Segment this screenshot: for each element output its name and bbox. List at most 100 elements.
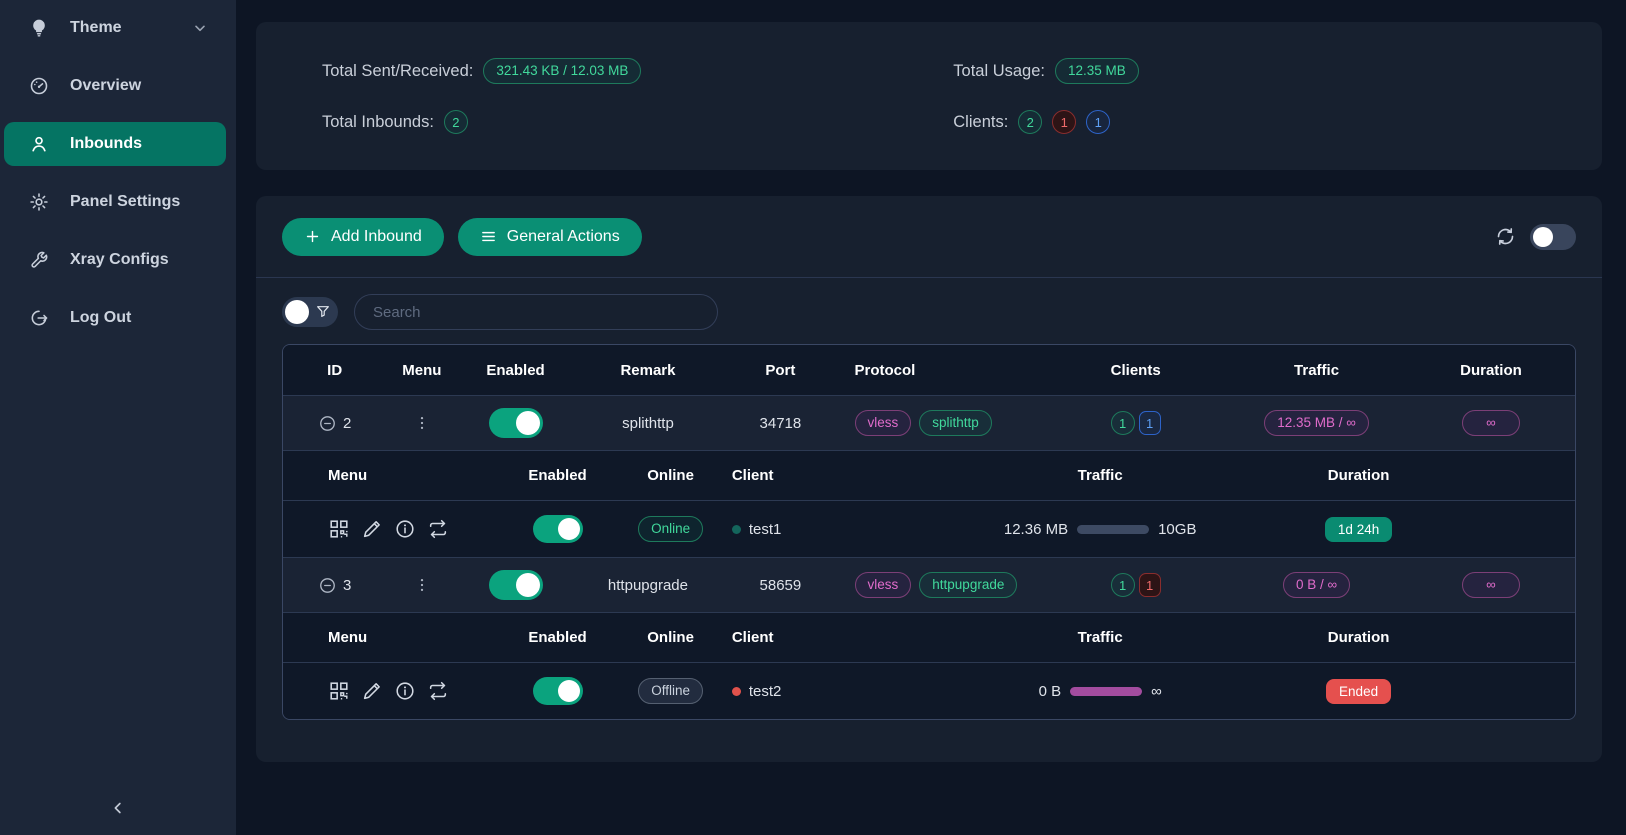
- chevron-left-icon: [109, 799, 127, 817]
- total-inbounds-badge: 2: [443, 110, 468, 135]
- sub-col-client: Client: [731, 629, 774, 646]
- collapse-row-button[interactable]: [318, 414, 337, 433]
- qr-code-icon[interactable]: [328, 680, 350, 702]
- sub-col-traffic: Traffic: [1077, 629, 1123, 646]
- col-header-traffic: Traffic: [1294, 361, 1340, 379]
- collapse-row-button[interactable]: [318, 576, 337, 595]
- filter-funnel-icon: [315, 304, 331, 320]
- sidebar-item-inbounds[interactable]: Inbounds: [4, 122, 226, 166]
- logout-icon: [28, 308, 50, 328]
- sub-col-duration: Duration: [1327, 467, 1390, 484]
- clients-total-badge: 2: [1018, 110, 1043, 135]
- traffic-total: ∞: [1151, 682, 1162, 700]
- client-status-dot: [731, 524, 741, 534]
- stat-total-inbounds: Total Inbounds: 2: [322, 110, 953, 135]
- inbounds-card: Add Inbound General Actions: [256, 196, 1602, 762]
- traffic-progress-bar: [1070, 686, 1143, 696]
- inbound-id: 3: [343, 576, 352, 594]
- inbound-duration-badge: ∞: [1461, 571, 1520, 599]
- clients-count-badge: 1: [1110, 573, 1135, 597]
- inbound-id: 2: [343, 414, 352, 432]
- edit-icon[interactable]: [361, 680, 383, 702]
- total-usage-badge: 12.35 MB: [1054, 57, 1139, 85]
- sidebar-item-label: Inbounds: [70, 135, 142, 152]
- info-icon[interactable]: [394, 680, 416, 702]
- sidebar-collapse-button[interactable]: [0, 799, 236, 817]
- col-header-protocol: Protocol: [854, 361, 916, 379]
- sidebar-item-label: Panel Settings: [70, 193, 181, 210]
- client-row: Online test1 12.36 MB 10GB 1d 24h: [283, 500, 1575, 557]
- sidebar: Theme Overview Inbounds Panel Settings X…: [0, 0, 236, 835]
- stat-total-usage: Total Usage: 12.35 MB: [953, 57, 1536, 85]
- stat-total-sent-received: Total Sent/Received: 321.43 KB / 12.03 M…: [322, 57, 953, 85]
- clients-deactive-badge: 1: [1052, 110, 1077, 135]
- protocol-badge: vless: [854, 409, 912, 437]
- info-icon[interactable]: [394, 518, 416, 540]
- col-header-id: ID: [327, 361, 343, 379]
- wrench-icon: [28, 250, 50, 270]
- search-input[interactable]: [354, 294, 718, 330]
- bulb-icon: [28, 18, 50, 38]
- protocol-badge: vless: [854, 571, 912, 599]
- sidebar-item-label: Xray Configs: [70, 251, 169, 268]
- inbound-enabled-toggle[interactable]: [488, 408, 543, 438]
- inbound-enabled-toggle[interactable]: [488, 570, 543, 600]
- inbound-duration-badge: ∞: [1461, 409, 1520, 437]
- inbound-remark: httpupgrade: [607, 576, 688, 594]
- stat-label: Total Usage:: [953, 61, 1045, 80]
- sidebar-item-theme[interactable]: Theme: [4, 6, 226, 50]
- client-enabled-toggle[interactable]: [532, 677, 583, 705]
- clients-online-badge: 1: [1138, 411, 1161, 435]
- col-header-remark: Remark: [620, 361, 676, 379]
- sidebar-item-logout[interactable]: Log Out: [4, 296, 226, 340]
- refresh-icon[interactable]: [1495, 226, 1516, 247]
- transport-badge: httpupgrade: [919, 571, 1018, 599]
- main-content: Total Sent/Received: 321.43 KB / 12.03 M…: [236, 0, 1626, 835]
- reset-traffic-icon[interactable]: [427, 518, 449, 540]
- sub-col-traffic: Traffic: [1077, 467, 1123, 484]
- sidebar-item-xray-configs[interactable]: Xray Configs: [4, 238, 226, 282]
- stat-label: Total Inbounds:: [322, 112, 434, 131]
- inbounds-toolbar: Add Inbound General Actions: [256, 196, 1602, 278]
- sub-col-menu: Menu: [328, 629, 368, 646]
- sidebar-item-label: Log Out: [70, 309, 132, 326]
- plus-icon: [304, 228, 321, 245]
- clients-deactive-badge: 1: [1138, 573, 1161, 597]
- edit-icon[interactable]: [361, 518, 383, 540]
- client-table-header-row: Menu Enabled Online Client Traffic Durat…: [283, 450, 1575, 500]
- add-inbound-button[interactable]: Add Inbound: [282, 217, 444, 256]
- inbound-row: 2 splithttp 34718 vless splithttp 1 1: [283, 395, 1575, 450]
- user-icon: [28, 134, 50, 154]
- chevron-down-icon: [192, 20, 208, 36]
- client-table-header-row: Menu Enabled Online Client Traffic Durat…: [283, 612, 1575, 662]
- reset-traffic-icon[interactable]: [427, 680, 449, 702]
- traffic-used: 12.36 MB: [1003, 520, 1069, 538]
- inbound-remark: splithttp: [622, 414, 674, 432]
- sidebar-item-label: Theme: [70, 19, 122, 36]
- qr-code-icon[interactable]: [328, 518, 350, 540]
- table-header-row: ID Menu Enabled Remark Port Protocol Cli…: [283, 345, 1575, 395]
- client-enabled-toggle[interactable]: [532, 515, 583, 543]
- sidebar-item-panel-settings[interactable]: Panel Settings: [4, 180, 226, 224]
- general-actions-button[interactable]: General Actions: [457, 217, 642, 256]
- stat-label: Total Sent/Received:: [322, 61, 474, 80]
- sidebar-item-overview[interactable]: Overview: [4, 64, 226, 108]
- online-status-badge: Online: [638, 515, 704, 543]
- inbound-port: 34718: [759, 414, 802, 432]
- inbound-row: 3 httpupgrade 58659 vless httpupgrade 1 …: [283, 557, 1575, 612]
- row-menu-button[interactable]: [413, 576, 431, 594]
- clients-count-badge: 1: [1110, 411, 1135, 435]
- menu-lines-icon: [480, 228, 497, 245]
- sub-col-client: Client: [731, 467, 774, 484]
- auto-refresh-toggle[interactable]: [1530, 223, 1576, 250]
- col-header-menu: Menu: [402, 361, 442, 379]
- stat-label: Clients:: [953, 112, 1009, 131]
- row-menu-button[interactable]: [413, 414, 431, 432]
- filter-toggle[interactable]: [282, 297, 338, 327]
- col-header-duration: Duration: [1460, 361, 1522, 379]
- traffic-total: 10GB: [1158, 520, 1197, 538]
- clients-online-badge: 1: [1086, 110, 1111, 135]
- client-duration-badge: 1d 24h: [1324, 516, 1393, 542]
- total-sent-received-badge: 321.43 KB / 12.03 MB: [483, 57, 642, 85]
- search-row: [256, 278, 1602, 344]
